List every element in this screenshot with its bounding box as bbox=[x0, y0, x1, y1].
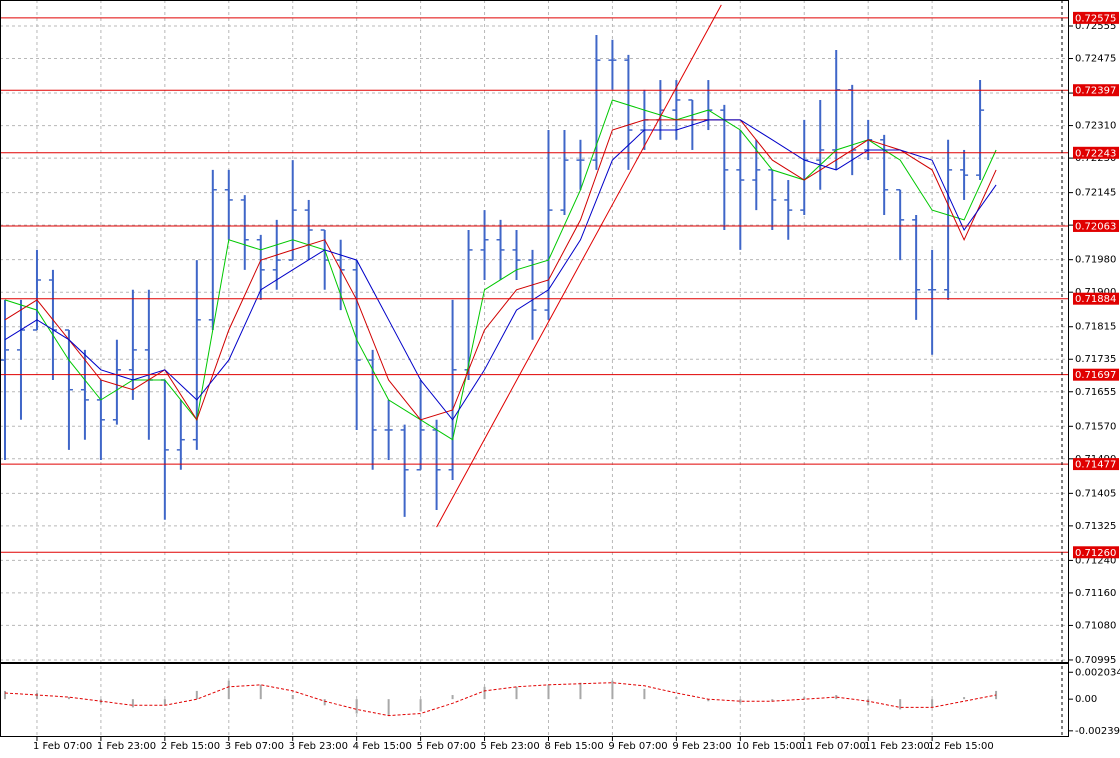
y-tick-label: 0.71325 bbox=[1075, 521, 1116, 532]
y-tick-label: 0.71735 bbox=[1075, 354, 1116, 365]
level-label-box bbox=[1073, 368, 1119, 381]
level-label: 0.71260 bbox=[1075, 548, 1116, 559]
macd-bar bbox=[323, 699, 326, 706]
level-label-box bbox=[1073, 292, 1119, 305]
x-tick-label: 9 Feb 23:00 bbox=[672, 741, 731, 752]
moving-average bbox=[4, 99, 997, 441]
level-label-box bbox=[1073, 84, 1119, 97]
level-label-box bbox=[1073, 11, 1119, 24]
macd-bar bbox=[419, 699, 422, 712]
macd-bar bbox=[963, 697, 966, 700]
y-tick-label: 0.71240 bbox=[1075, 555, 1116, 566]
level-label: 0.71477 bbox=[1075, 460, 1116, 471]
macd-bar bbox=[355, 699, 358, 714]
y-tick-label: 0.71980 bbox=[1075, 255, 1116, 266]
level-label: 0.71697 bbox=[1075, 370, 1116, 381]
x-tick-label: 4 Feb 15:00 bbox=[353, 741, 412, 752]
macd-bar bbox=[675, 697, 678, 700]
macd-frame bbox=[0, 663, 1069, 737]
level-label: 0.72243 bbox=[1075, 148, 1116, 159]
macd-bar bbox=[547, 684, 550, 700]
x-tick-label: 10 Feb 15:00 bbox=[736, 741, 802, 752]
macd-bar bbox=[771, 699, 774, 702]
x-tick-label: 11 Feb 23:00 bbox=[864, 741, 930, 752]
macd-bar bbox=[611, 680, 614, 700]
y-tick-label: 0.71080 bbox=[1075, 620, 1116, 631]
x-tick-label: 5 Feb 07:00 bbox=[417, 741, 476, 752]
macd-bar bbox=[835, 695, 838, 700]
x-tick-label: 8 Feb 15:00 bbox=[544, 741, 603, 752]
macd-bar bbox=[163, 699, 166, 706]
macd-bar bbox=[35, 692, 38, 700]
macd-bar bbox=[707, 699, 710, 702]
y-tick-label: 0.71405 bbox=[1075, 488, 1116, 499]
x-tick-label: 2 Feb 15:00 bbox=[161, 741, 220, 752]
signal-line bbox=[4, 682, 997, 717]
level-label-box bbox=[1073, 458, 1119, 471]
y-tick-label: 0.72555 bbox=[1075, 21, 1116, 32]
macd-bar bbox=[291, 695, 294, 700]
y-tick-label: 0.71655 bbox=[1075, 387, 1116, 398]
y-tick-label: 0.00 bbox=[1075, 694, 1097, 705]
moving-average bbox=[4, 119, 997, 421]
x-tick-label: 1 Feb 23:00 bbox=[97, 741, 156, 752]
macd-bar bbox=[387, 699, 390, 716]
macd-bar bbox=[3, 690, 6, 700]
grid bbox=[0, 0, 1069, 737]
macd-bar bbox=[483, 686, 486, 700]
level-label: 0.71884 bbox=[1075, 294, 1116, 305]
macd-bar bbox=[67, 697, 70, 700]
level-label: 0.72397 bbox=[1075, 86, 1116, 97]
macd-bar bbox=[899, 699, 902, 710]
macd-bar bbox=[227, 680, 230, 700]
x-tick-label: 5 Feb 23:00 bbox=[481, 741, 540, 752]
macd-bar bbox=[259, 684, 262, 700]
y-tick-label: 0.71900 bbox=[1075, 287, 1116, 298]
y-tick-label: 0.72310 bbox=[1075, 121, 1116, 132]
macd-bar bbox=[451, 695, 454, 700]
level-label-box bbox=[1073, 546, 1119, 559]
y-tick-label: 0.71570 bbox=[1075, 421, 1116, 432]
trend-line bbox=[436, 4, 722, 528]
price-frame bbox=[0, 0, 1069, 663]
macd-bar bbox=[515, 686, 518, 700]
x-tick-label: 9 Feb 07:00 bbox=[608, 741, 667, 752]
x-tick-label: 12 Feb 15:00 bbox=[928, 741, 994, 752]
y-tick-label: 0.70995 bbox=[1075, 655, 1116, 666]
y-tick-label: 0.71160 bbox=[1075, 588, 1116, 599]
macd-bar bbox=[931, 699, 934, 708]
x-tick-label: 11 Feb 07:00 bbox=[800, 741, 866, 752]
y-tick-label: 0.002034 bbox=[1075, 667, 1120, 678]
y-tick-label: -0.002396 bbox=[1075, 726, 1120, 737]
x-tick-label: 3 Feb 07:00 bbox=[225, 741, 284, 752]
level-label-box bbox=[1073, 219, 1119, 232]
y-tick-label: 0.72475 bbox=[1075, 54, 1116, 65]
level-label-box bbox=[1073, 146, 1119, 159]
macd-bar bbox=[131, 699, 134, 708]
macd-bar bbox=[195, 690, 198, 700]
macd-panel bbox=[3, 680, 998, 717]
axes: 0.725550.724750.723900.723100.722300.721… bbox=[33, 11, 1120, 752]
price-panel bbox=[0, 4, 1069, 553]
level-label: 0.72575 bbox=[1075, 13, 1116, 24]
y-tick-label: 0.71815 bbox=[1075, 322, 1116, 333]
y-tick-label: 0.72145 bbox=[1075, 188, 1116, 199]
macd-bar bbox=[867, 699, 870, 706]
macd-bar bbox=[579, 682, 582, 700]
x-tick-label: 3 Feb 23:00 bbox=[289, 741, 348, 752]
macd-bar bbox=[739, 699, 742, 704]
macd-bar bbox=[643, 688, 646, 700]
macd-bar bbox=[803, 697, 806, 700]
level-label: 0.72063 bbox=[1075, 221, 1116, 232]
x-tick-label: 1 Feb 07:00 bbox=[33, 741, 92, 752]
